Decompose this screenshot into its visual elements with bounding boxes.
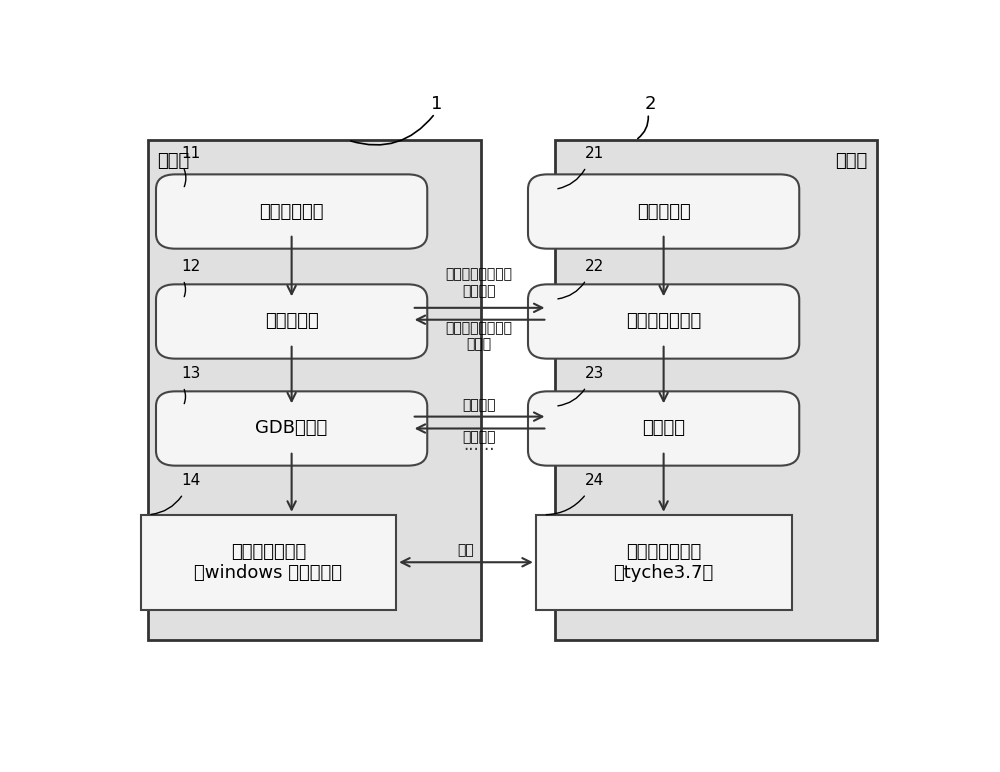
Text: 21: 21: [585, 146, 604, 161]
Text: ......: ......: [463, 435, 495, 453]
FancyBboxPatch shape: [528, 284, 799, 359]
Bar: [140, 515, 396, 610]
Text: 调试命令: 调试命令: [462, 398, 496, 412]
Bar: [536, 515, 792, 610]
FancyBboxPatch shape: [156, 174, 427, 249]
Text: 应答命令: 应答命令: [462, 430, 496, 444]
Text: 工程管理模块: 工程管理模块: [259, 202, 324, 221]
FancyBboxPatch shape: [156, 391, 427, 466]
FancyBboxPatch shape: [528, 174, 799, 249]
FancyBboxPatch shape: [528, 391, 799, 466]
Text: 14: 14: [182, 473, 201, 488]
Text: 宿主机支撑平台
（windows 操作系统）: 宿主机支撑平台 （windows 操作系统）: [194, 543, 342, 581]
Text: 22: 22: [585, 259, 604, 274]
Text: 网络: 网络: [458, 543, 474, 557]
FancyBboxPatch shape: [156, 284, 427, 359]
Text: GDB调试器: GDB调试器: [256, 419, 328, 438]
Text: 动态加载器: 动态加载器: [637, 202, 690, 221]
Text: 获取目标机端全局
符号信息: 获取目标机端全局 符号信息: [446, 268, 513, 298]
Text: 动态链接器: 动态链接器: [265, 313, 318, 330]
Text: 12: 12: [182, 259, 201, 274]
Text: 23: 23: [585, 366, 604, 381]
Text: 11: 11: [182, 146, 201, 161]
Bar: [555, 141, 877, 639]
Text: 2: 2: [644, 96, 656, 113]
Text: 应答全局符号及地
址信息: 应答全局符号及地 址信息: [446, 321, 513, 352]
Text: 动态链接器代理: 动态链接器代理: [626, 313, 701, 330]
Text: 13: 13: [182, 366, 201, 381]
Text: 24: 24: [585, 473, 604, 488]
Text: 宿主机: 宿主机: [158, 152, 190, 170]
Bar: [148, 141, 481, 639]
Text: 目标机支撑平台
（tyche3.7）: 目标机支撑平台 （tyche3.7）: [614, 543, 714, 581]
Text: 1: 1: [431, 96, 442, 113]
Text: 调试代理: 调试代理: [642, 419, 685, 438]
Text: 目标机: 目标机: [835, 152, 867, 170]
